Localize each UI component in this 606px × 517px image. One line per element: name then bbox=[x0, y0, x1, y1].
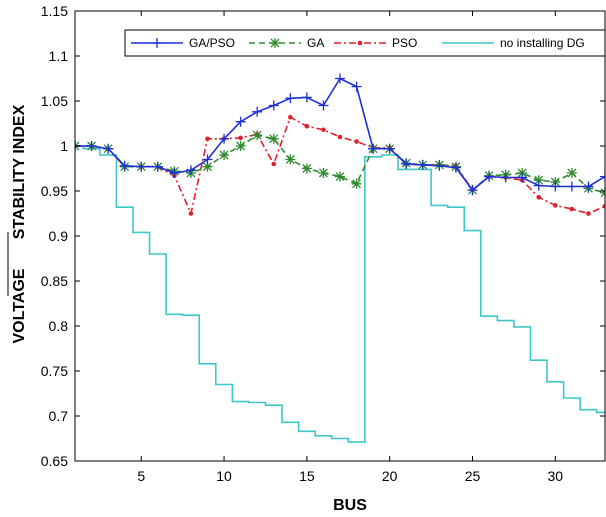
legend-label-pso: PSO bbox=[392, 36, 417, 50]
series-ga bbox=[75, 130, 605, 198]
point-ga-pso bbox=[252, 106, 263, 117]
point-ga-pso bbox=[185, 165, 196, 176]
y-tick-label: 1.15 bbox=[41, 3, 68, 19]
series-pso bbox=[75, 114, 605, 217]
point-ga-pso bbox=[450, 162, 461, 173]
point-ga-pso bbox=[235, 116, 246, 127]
point-ga bbox=[235, 141, 246, 151]
point-pso bbox=[205, 136, 210, 142]
point-ga-pso bbox=[136, 161, 147, 172]
x-tick-label: 25 bbox=[465, 468, 481, 484]
point-ga-pso bbox=[417, 159, 428, 170]
y-tick-label: 0.7 bbox=[49, 408, 69, 424]
y-tick-label: 0.95 bbox=[41, 183, 68, 199]
point-pso bbox=[536, 195, 542, 200]
point-ga-pso bbox=[86, 141, 97, 151]
x-tick-label: 5 bbox=[137, 468, 145, 484]
legend-marker-pso bbox=[357, 40, 363, 46]
x-axis-label: BUS bbox=[333, 497, 367, 514]
y-tick-label: 1.05 bbox=[41, 93, 68, 109]
point-ga bbox=[351, 178, 362, 189]
point-ga-pso bbox=[550, 181, 561, 192]
y-tick-label: 0.75 bbox=[41, 363, 68, 379]
point-pso bbox=[238, 135, 243, 141]
point-ga-pso bbox=[583, 181, 594, 192]
ticks-layer: 0.65 0.7 0.75 0.8 0.85 0.9 0.95 1 1.05 1.1 1.15 5 10… bbox=[41, 3, 605, 484]
legend-label-ga: GA bbox=[307, 36, 324, 50]
point-ga-pso bbox=[517, 172, 528, 183]
point-ga-pso bbox=[484, 171, 495, 182]
point-ga-pso bbox=[301, 92, 312, 103]
point-pso bbox=[321, 127, 326, 133]
series-ga-pso bbox=[75, 73, 605, 196]
y-tick-label: 0.85 bbox=[41, 273, 68, 289]
point-ga-pso bbox=[335, 73, 345, 84]
point-ga bbox=[285, 154, 296, 165]
x-tick-label: 30 bbox=[548, 468, 564, 484]
y-tick-label: 1 bbox=[60, 138, 68, 154]
point-pso bbox=[188, 211, 194, 216]
point-ga-pso bbox=[434, 160, 445, 171]
point-ga-pso bbox=[152, 161, 163, 172]
point-pso bbox=[304, 123, 310, 129]
point-ga-pso bbox=[401, 159, 412, 169]
point-pso bbox=[569, 206, 575, 212]
point-pso bbox=[337, 134, 343, 140]
point-ga bbox=[318, 168, 329, 178]
point-ga bbox=[533, 175, 544, 186]
point-ga-pso bbox=[384, 143, 395, 154]
series-line-pso bbox=[75, 116, 605, 217]
series-no-installing-dg bbox=[75, 145, 605, 443]
point-pso bbox=[288, 114, 293, 120]
legend-label-no-installing-dg: no installing DG bbox=[500, 36, 585, 50]
point-ga bbox=[335, 171, 345, 182]
point-pso bbox=[553, 203, 558, 208]
point-ga-pso bbox=[368, 143, 379, 154]
point-ga-pso bbox=[318, 100, 329, 111]
point-ga bbox=[252, 130, 263, 141]
y-axis-label-stability-index: STABILITY INDEX bbox=[11, 104, 28, 239]
point-ga bbox=[219, 150, 230, 160]
point-pso bbox=[586, 211, 591, 216]
x-tick-label: 10 bbox=[216, 468, 232, 484]
y-axis-label: VOLTAGE STABILITY INDEX bbox=[7, 104, 28, 343]
x-tick-label: 20 bbox=[382, 468, 398, 484]
series-layer bbox=[75, 73, 605, 443]
point-ga-pso bbox=[169, 168, 180, 178]
point-ga-pso bbox=[285, 93, 296, 104]
point-pso bbox=[354, 139, 359, 144]
point-pso bbox=[271, 161, 277, 167]
y-axis-label-voltage: VOLTAGE bbox=[11, 268, 28, 343]
point-ga bbox=[268, 133, 279, 144]
point-ga-pso bbox=[467, 185, 478, 196]
x-tick-label: 15 bbox=[299, 468, 315, 484]
series-line-ga bbox=[75, 134, 605, 194]
point-ga-pso bbox=[103, 143, 114, 154]
point-ga bbox=[202, 161, 213, 172]
legend-marker-ga-pso bbox=[152, 38, 162, 48]
point-ga-pso bbox=[500, 172, 511, 183]
point-ga-pso bbox=[566, 181, 577, 192]
y-tick-label: 0.65 bbox=[41, 453, 68, 469]
legend-marker-ga bbox=[270, 38, 280, 48]
y-tick-label: 1.1 bbox=[49, 48, 69, 64]
y-tick-label: 0.9 bbox=[49, 228, 69, 244]
point-ga bbox=[301, 163, 312, 174]
y-tick-label: 0.8 bbox=[49, 318, 69, 334]
legend-label-ga-pso: GA/PSO bbox=[189, 36, 235, 50]
point-ga-pso bbox=[268, 100, 279, 111]
point-ga-pso bbox=[600, 171, 605, 182]
point-ga-pso bbox=[351, 81, 362, 92]
point-ga-pso bbox=[202, 154, 213, 165]
point-ga-pso bbox=[219, 133, 230, 144]
point-ga-pso bbox=[533, 180, 544, 191]
point-ga-pso bbox=[119, 160, 130, 171]
series-line-no-installing-dg bbox=[75, 145, 605, 443]
legend: GA/PSO GA PSO no installing DG bbox=[124, 29, 606, 57]
point-ga bbox=[566, 168, 577, 178]
point-pso bbox=[602, 204, 605, 209]
